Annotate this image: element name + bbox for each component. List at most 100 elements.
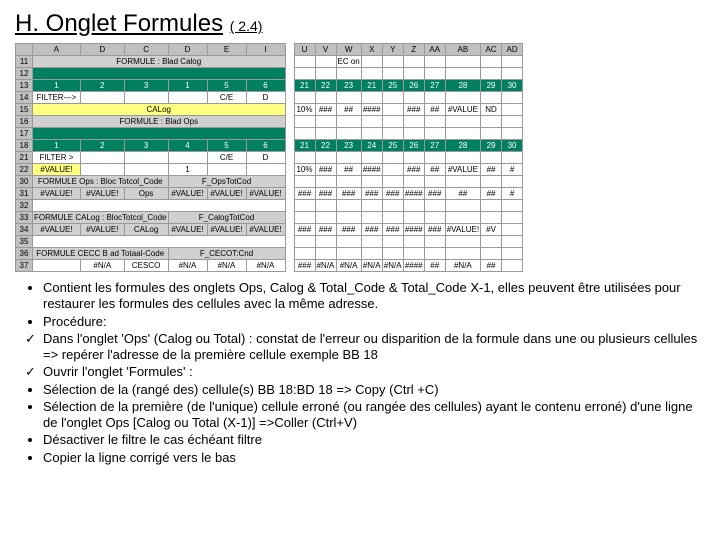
cell: ### xyxy=(424,188,445,200)
cell xyxy=(403,92,424,104)
cell: 1 xyxy=(33,80,81,92)
cell: ### xyxy=(403,164,424,176)
cell: #N/A xyxy=(168,260,207,272)
cell xyxy=(33,260,81,272)
cell xyxy=(382,236,403,248)
row-number: 12 xyxy=(16,68,33,80)
cell: F_OpsTotCod xyxy=(168,176,285,188)
cell xyxy=(315,248,336,260)
cell xyxy=(33,68,286,80)
cell xyxy=(445,152,480,164)
col-header: AB xyxy=(445,44,480,56)
cell xyxy=(382,116,403,128)
cell: # xyxy=(502,164,523,176)
cell: #VALUE! xyxy=(445,224,480,236)
col-header: U xyxy=(294,44,315,56)
cell xyxy=(336,200,361,212)
cell: #N/A xyxy=(207,260,246,272)
cell: #### xyxy=(361,104,382,116)
cell: Ops xyxy=(124,188,168,200)
cell: FORMULE : Blad Ops xyxy=(33,116,286,128)
cell xyxy=(315,116,336,128)
cell: 21 xyxy=(361,80,382,92)
cell: 25 xyxy=(382,80,403,92)
cell: 10% xyxy=(294,164,315,176)
cell xyxy=(403,212,424,224)
cell xyxy=(361,128,382,140)
col-header: I xyxy=(246,44,285,56)
cell: D xyxy=(246,152,285,164)
cell xyxy=(382,152,403,164)
cell: #VALUE! xyxy=(168,188,207,200)
cell xyxy=(336,128,361,140)
cell: #VALUE! xyxy=(80,188,124,200)
cell xyxy=(207,164,246,176)
cell: 28 xyxy=(445,80,480,92)
cell: ### xyxy=(336,188,361,200)
cell: F_CECOT:Cnd xyxy=(168,248,285,260)
cell xyxy=(424,236,445,248)
row-number: 35 xyxy=(16,236,33,248)
bullet-item: Ouvrir l'onglet 'Formules' : xyxy=(43,364,705,380)
cell: FORMULE CALog : BlocTotcol_Code xyxy=(33,212,169,224)
cell: #VALUE! xyxy=(80,224,124,236)
cell xyxy=(294,176,315,188)
bullet-item: Sélection de la (rangé des) cellule(s) B… xyxy=(43,382,705,398)
cell: 6 xyxy=(246,140,285,152)
col-header: D xyxy=(168,44,207,56)
cell xyxy=(502,92,523,104)
cell xyxy=(336,116,361,128)
cell: ### xyxy=(424,224,445,236)
row-number: 22 xyxy=(16,164,33,176)
cell xyxy=(315,152,336,164)
cell: ## xyxy=(424,164,445,176)
cell xyxy=(80,92,124,104)
cell: FORMULE CECC B ad Totaal-Code xyxy=(33,248,169,260)
cell: ## xyxy=(336,164,361,176)
cell xyxy=(403,56,424,68)
cell xyxy=(424,128,445,140)
cell: ## xyxy=(481,164,502,176)
row-number: 17 xyxy=(16,128,33,140)
cell xyxy=(424,200,445,212)
cell xyxy=(382,104,403,116)
cell: 30 xyxy=(502,80,523,92)
cell xyxy=(294,92,315,104)
cell xyxy=(361,200,382,212)
cell xyxy=(294,152,315,164)
row-number: 15 xyxy=(16,104,33,116)
cell xyxy=(336,212,361,224)
cell xyxy=(315,212,336,224)
cell: EC on xyxy=(336,56,361,68)
cell: 22 xyxy=(315,80,336,92)
cell: 26 xyxy=(403,140,424,152)
cell: #N/A xyxy=(361,260,382,272)
cell: #N/A xyxy=(336,260,361,272)
cell xyxy=(361,248,382,260)
page-title: H. Onglet Formules ( 2.4) xyxy=(15,10,705,38)
cell: ### xyxy=(403,104,424,116)
cell: 1 xyxy=(168,164,207,176)
cell xyxy=(481,68,502,80)
cell xyxy=(336,176,361,188)
cell xyxy=(294,212,315,224)
cell xyxy=(382,56,403,68)
row-number: 32 xyxy=(16,200,33,212)
cell: ### xyxy=(315,224,336,236)
cell xyxy=(382,212,403,224)
cell xyxy=(481,236,502,248)
cell xyxy=(336,152,361,164)
cell: 23 xyxy=(336,80,361,92)
cell: #VALUE! xyxy=(246,224,285,236)
cell: C/E xyxy=(207,152,246,164)
cell xyxy=(80,164,124,176)
cell xyxy=(382,248,403,260)
cell xyxy=(481,56,502,68)
cell xyxy=(502,116,523,128)
cell: ## xyxy=(481,188,502,200)
cell xyxy=(445,128,480,140)
cell xyxy=(361,176,382,188)
cell: # xyxy=(502,188,523,200)
cell xyxy=(315,200,336,212)
cell xyxy=(424,212,445,224)
